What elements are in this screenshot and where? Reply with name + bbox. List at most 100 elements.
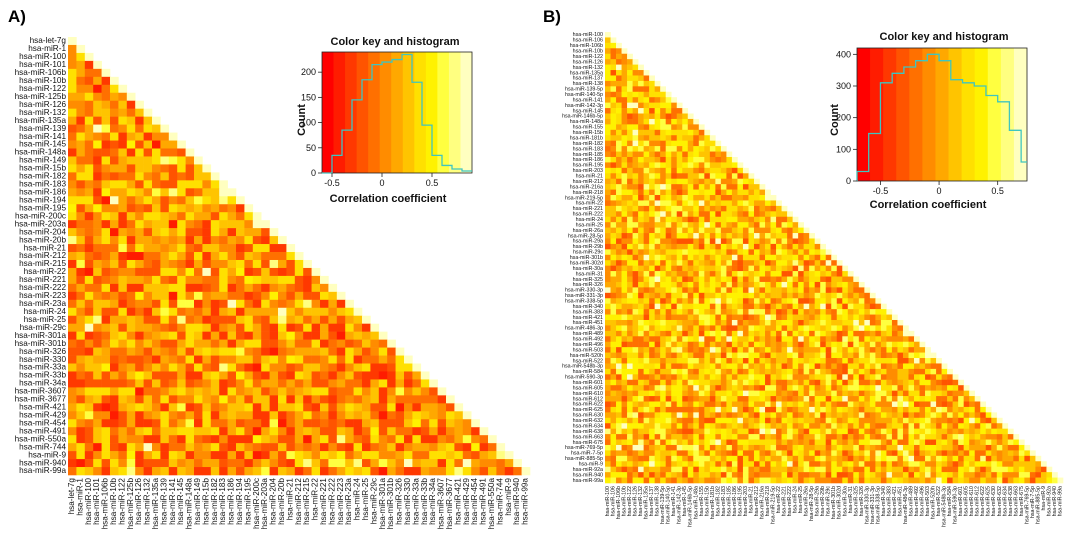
heatmap-cell	[278, 451, 287, 460]
heatmap-cell	[831, 330, 838, 337]
heatmap-cell	[101, 467, 111, 476]
heatmap-cell	[261, 355, 270, 364]
heatmap-cell	[842, 292, 849, 299]
heatmap-cell	[353, 395, 363, 404]
heatmap-cell	[809, 249, 815, 256]
heatmap-cell	[621, 336, 628, 343]
heatmap-cell	[709, 195, 716, 201]
heatmap-cell	[858, 363, 865, 370]
heatmap-cell	[698, 124, 705, 131]
heatmap-cell	[395, 355, 405, 364]
heatmap-cell	[126, 180, 136, 189]
heatmap-cell	[185, 355, 195, 364]
heatmap-cell	[638, 265, 644, 272]
heatmap-cell	[825, 336, 832, 343]
heatmap-cell	[219, 315, 228, 324]
heatmap-cell	[831, 428, 838, 435]
heatmap-cell	[671, 146, 678, 152]
column-label: hsa-miR-148a	[185, 478, 194, 530]
heatmap-cell	[875, 336, 882, 343]
heatmap-cell	[770, 401, 777, 408]
heatmap-cell	[820, 243, 827, 250]
heatmap-cell	[737, 412, 744, 419]
heatmap-cell	[152, 299, 161, 309]
heatmap-cell	[93, 180, 102, 189]
heatmap-cell	[753, 358, 760, 364]
heatmap-cell	[820, 363, 827, 370]
heatmap-cell	[880, 325, 887, 332]
column-label: hsa-miR-182	[210, 478, 219, 525]
heatmap-cell	[76, 44, 86, 54]
heatmap-cell	[759, 385, 766, 391]
heatmap-cell	[152, 403, 161, 412]
heatmap-cell	[643, 254, 650, 261]
heatmap-cell	[886, 325, 893, 332]
heatmap-cell	[781, 347, 788, 353]
heatmap-cell	[76, 100, 86, 109]
heatmap-cell	[803, 265, 810, 272]
heatmap-cell	[638, 336, 644, 343]
heatmap-cell	[605, 368, 611, 375]
heatmap-cell	[693, 368, 700, 375]
heatmap-cell	[776, 260, 782, 266]
heatmap-cell	[919, 455, 926, 462]
heatmap-cell	[930, 396, 937, 402]
heatmap-cell	[880, 358, 887, 364]
heatmap-cell	[632, 265, 639, 272]
heatmap-cell	[676, 222, 683, 228]
heatmap-cell	[252, 307, 262, 317]
heatmap-cell	[709, 260, 716, 266]
heatmap-cell	[227, 323, 237, 332]
column-label: hsa-miR-106b	[101, 478, 110, 530]
heatmap-cell	[236, 403, 245, 412]
heatmap-cell	[660, 412, 666, 419]
heatmap-cell	[825, 271, 832, 277]
heatmap-cell	[682, 461, 689, 467]
heatmap-cell	[864, 374, 871, 381]
heatmap-cell	[820, 265, 827, 272]
heatmap-cell	[303, 331, 312, 340]
heatmap-cell	[227, 267, 237, 277]
heatmap-cell	[496, 459, 506, 468]
heatmap-cell	[698, 243, 705, 250]
heatmap-cell	[809, 319, 815, 326]
heatmap-cell	[143, 164, 153, 173]
heatmap-cell	[776, 271, 782, 277]
heatmap-cell	[168, 283, 178, 293]
heatmap-cell	[68, 124, 77, 133]
heatmap-cell	[709, 379, 716, 386]
heatmap-cell	[610, 260, 617, 266]
heatmap-cell	[665, 368, 672, 375]
heatmap-cell	[210, 307, 220, 317]
heatmap-cell	[792, 319, 799, 326]
heatmap-cell	[958, 396, 964, 402]
heatmap-cell	[831, 325, 838, 332]
heatmap-cell	[244, 435, 254, 444]
heatmap-cell	[731, 249, 738, 256]
heatmap-cell	[831, 461, 838, 467]
heatmap-cell	[185, 275, 195, 285]
heatmap-cell	[244, 411, 254, 420]
heatmap-cell	[84, 315, 94, 324]
heatmap-cell	[660, 86, 666, 93]
heatmap-cell	[820, 396, 827, 402]
heatmap-cell	[227, 204, 237, 213]
heatmap-cell	[737, 184, 744, 190]
heatmap-cell	[792, 227, 799, 234]
heatmap-cell	[676, 238, 683, 245]
heatmap-cell	[101, 76, 111, 86]
heatmap-cell	[715, 428, 722, 435]
heatmap-cell	[820, 374, 827, 381]
heatmap-cell	[404, 443, 413, 452]
heatmap-cell	[753, 287, 760, 294]
heatmap-cell	[126, 467, 136, 476]
heatmap-cell	[814, 276, 821, 283]
heatmap-cell	[185, 395, 195, 404]
heatmap-cell	[654, 461, 661, 467]
heatmap-cell	[68, 44, 77, 54]
heatmap-cell	[742, 211, 749, 218]
heatmap-cell	[93, 315, 102, 324]
heatmap-cell	[825, 390, 832, 397]
heatmap-cell	[638, 75, 644, 82]
heatmap-cell	[776, 243, 782, 250]
